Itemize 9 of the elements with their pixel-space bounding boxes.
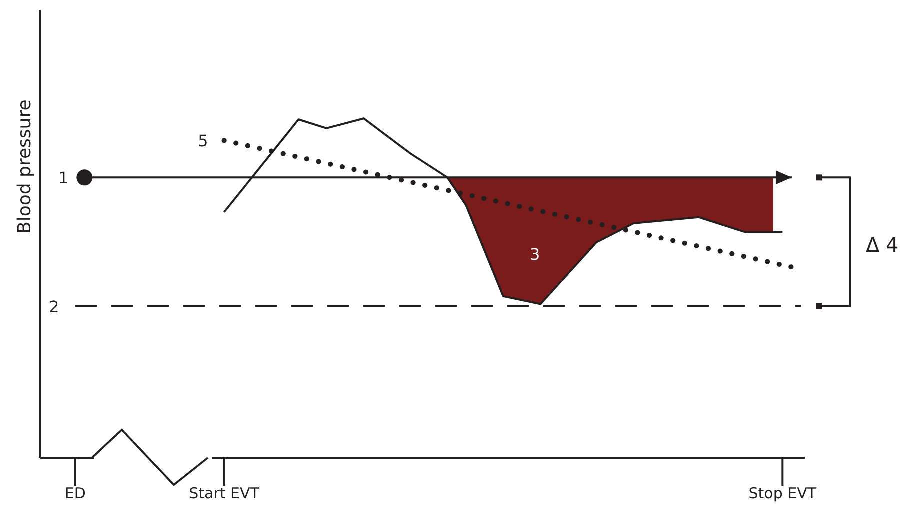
annotation: 3: [530, 245, 540, 264]
series-label: 5: [198, 132, 208, 151]
text: Δ 4: [866, 233, 899, 257]
x-tick-label: ED: [64, 484, 86, 503]
y-axis-title: Blood pressure: [14, 100, 36, 234]
series-label: 2: [49, 297, 60, 316]
x-tick-label: Start EVT: [189, 484, 260, 503]
series-label: 1: [58, 168, 69, 188]
x-tick-label: Stop EVT: [748, 484, 818, 503]
